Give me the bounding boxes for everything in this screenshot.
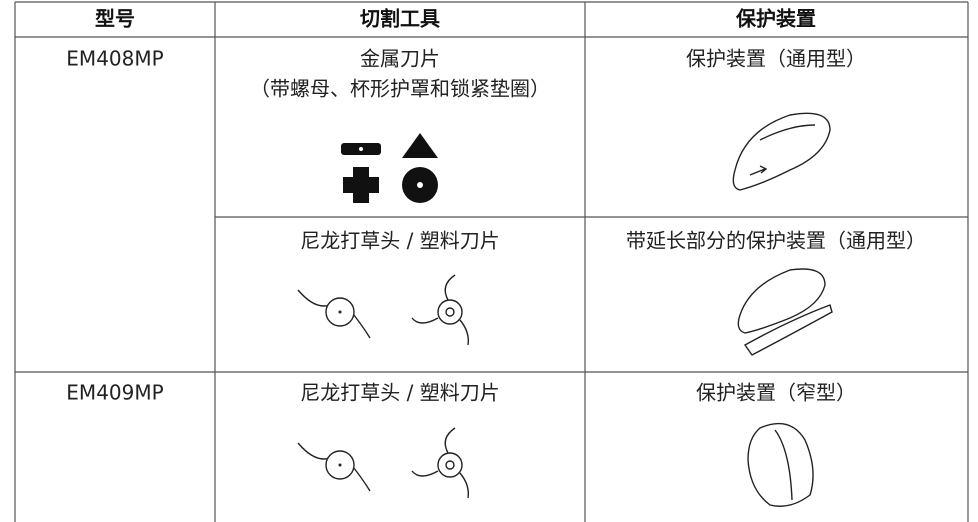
- header-cell: 型号: [95, 7, 135, 31]
- guard-icon: [732, 112, 831, 191]
- table-borders: [14, 1, 969, 522]
- tool: 金属刀片: [360, 47, 440, 71]
- tool-note: （带螺母、杯形护罩和锁紧垫圈）: [250, 77, 550, 101]
- narrow-guard-icon: [747, 422, 814, 507]
- guard: 带延长部分的保护装置（通用型）: [626, 229, 926, 253]
- extended-guard-icon: [737, 268, 833, 356]
- guard: 保护装置（通用型）: [686, 47, 866, 71]
- model: EM409MP: [66, 381, 163, 405]
- header-cell: 切割工具: [360, 7, 440, 31]
- tool: 尼龙打草头 / 塑料刀片: [300, 229, 499, 253]
- metal-blades-icon: [341, 133, 438, 203]
- tool: 尼龙打草头 / 塑料刀片: [300, 381, 499, 405]
- guard: 保护装置（窄型）: [696, 381, 856, 405]
- nylon-head-icons: [297, 274, 470, 499]
- header-cell: 保护装置: [735, 7, 816, 31]
- model: EM408MP: [66, 47, 163, 71]
